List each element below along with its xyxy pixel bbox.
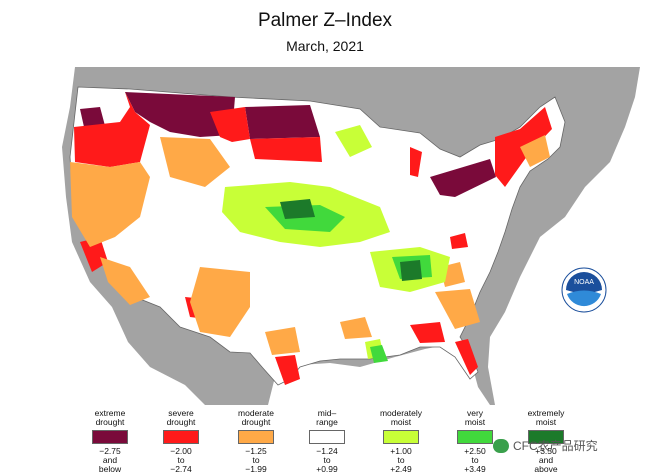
legend-label: drought [166,417,196,427]
legend-label: extreme [94,408,126,418]
region-extreme-north-dakota [245,105,320,139]
legend-label: very [466,408,484,418]
legend-range: −2.74 [170,464,192,474]
legend-label: range [316,417,338,427]
region-severe-virginia [450,233,468,249]
legend-label: drought [241,417,271,427]
legend-range: below [98,464,122,474]
region-extreme-moist-nebraska [280,199,315,219]
legend-label: extremely [527,408,565,418]
noaa-logo: NOAA [561,267,607,313]
legend-range: −2.00 [170,446,192,456]
legend-range: to [177,455,185,465]
legend-range: −1.24 [316,446,338,456]
legend-item-extremely-moist: extremely moist +3.50 and above [511,405,581,474]
noaa-org-name: National Centers for Environmental Infor… [528,317,640,347]
legend-range: above [534,464,558,474]
watermark: CFC农产品研究 [493,437,598,454]
region-moderate-socal [100,257,150,305]
region-severe-carolina-coast [410,322,445,343]
region-moderate-maine [520,135,550,167]
map-subtitle: March, 2021 [286,38,364,54]
org-line-2: Environmental [553,326,615,337]
legend-label: moist [535,417,557,427]
region-severe-florida [455,339,478,375]
legend-item-moderately-moist: moderately moist +1.00 to +2.49 [366,405,436,474]
legend-label: moderate [238,408,274,418]
legend-label: moist [390,417,412,427]
noaa-logo-text: NOAA [574,279,594,286]
wechat-icon [493,438,509,453]
legend-item-severe-drought: severe drought −2.00 to −2.74 [146,405,216,474]
region-severe-northwest [74,92,150,167]
legend-range: +3.49 [464,464,486,474]
legend: extreme drought −2.75 and below severe droug… [0,405,650,475]
region-moderate-louisiana [340,317,372,339]
legend-range: +1.00 [390,446,412,456]
org-line-3: Information [560,336,608,347]
legend-swatch [309,430,345,444]
legend-range: +2.49 [390,464,412,474]
region-severe-california [80,237,108,272]
gulf-of-mexico [268,343,490,405]
legend-range: to [471,455,479,465]
legend-range: to [252,455,260,465]
atlantic-ocean [488,67,650,405]
region-moderate-georgia [435,289,480,329]
legend-range: −2.75 [99,446,121,456]
legend-range: and [538,455,554,465]
legend-item-moderate-drought: moderate drought −1.25 to −1.99 [221,405,291,474]
legend-range: −1.99 [245,464,267,474]
region-extreme-new-york [430,159,496,197]
legend-range: and [102,455,118,465]
legend-range: to [397,455,405,465]
region-severe-montana-east [210,107,250,142]
region-severe-michigan [410,147,422,177]
legend-label: drought [95,417,125,427]
region-extreme-moist-tennessee [400,260,422,281]
legend-label: severe [168,408,194,418]
legend-swatch [457,430,493,444]
legend-swatch [92,430,128,444]
legend-label: mid– [317,408,337,418]
legend-item-extreme-drought: extreme drought −2.75 and below [75,405,145,474]
org-line-1: National Centers for [541,316,627,327]
legend-range: −1.25 [245,446,267,456]
legend-range: +0.99 [316,464,338,474]
map-title: Palmer Z–Index [257,10,393,31]
legend-swatch [383,430,419,444]
legend-range: +3.50 [535,446,557,456]
region-extreme-montana [125,92,235,137]
legend-label: moderately [379,408,423,418]
legend-item-very-moist: very moist +2.50 to +3.49 [440,405,510,474]
region-moderate-new-mexico [190,267,250,337]
region-severe-south-texas [275,355,300,385]
legend-range: to [323,455,331,465]
legend-label: moist [464,417,486,427]
region-severe-south-dakota [250,137,322,162]
map-svg [0,67,650,405]
pacific-ocean [0,67,205,405]
region-moderate-idaho [160,137,230,187]
legend-range: +2.50 [464,446,486,456]
region-moist-minnesota [335,125,372,157]
noaa-logo-block: NOAA National Centers for Environmental … [528,267,640,347]
legend-swatch [528,430,564,444]
region-moderate-texas [265,327,300,355]
region-moderate-oregon [70,162,150,247]
legend-item-mid-range: mid– range −1.24 to +0.99 [292,405,362,474]
us-z-index-map [0,67,650,405]
region-very-moist-gulf [370,345,388,363]
legend-swatch [163,430,199,444]
watermark-text: CFC农产品研究 [513,439,598,453]
legend-swatch [238,430,274,444]
